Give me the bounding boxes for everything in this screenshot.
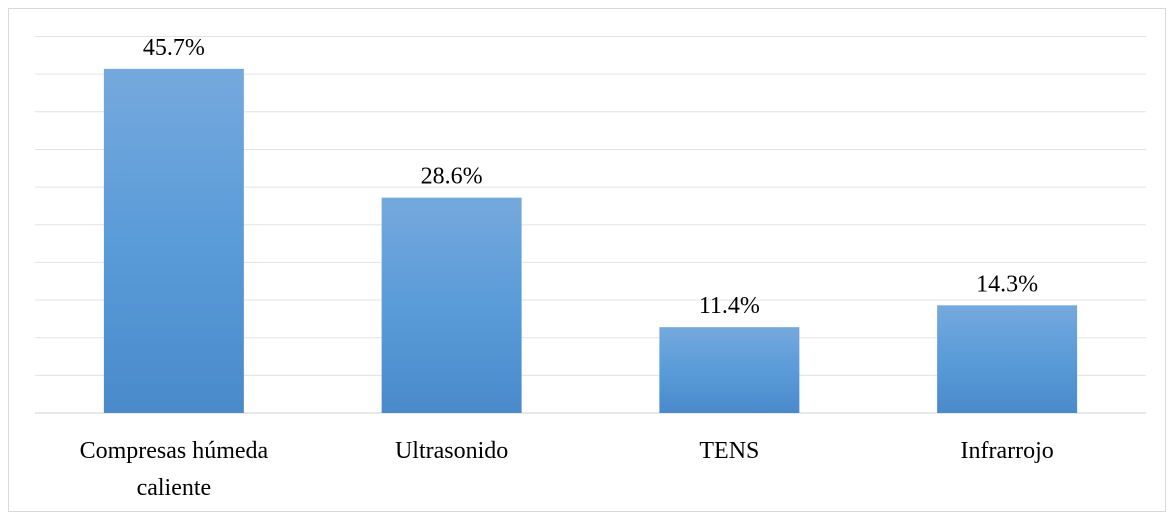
x-tick-label: TENS — [699, 438, 760, 464]
bar — [937, 305, 1078, 413]
x-tick-label: Compresas húmeda caliente — [79, 438, 269, 501]
bar — [659, 327, 800, 413]
x-tick-label: Infrarrojo — [960, 438, 1054, 464]
data-label: 28.6% — [421, 164, 483, 190]
bar — [381, 197, 522, 413]
data-label: 45.7% — [143, 35, 205, 61]
bar — [103, 68, 244, 413]
data-label: 11.4% — [699, 293, 760, 319]
x-tick-label: Ultrasonido — [394, 438, 509, 464]
data-label: 14.3% — [976, 271, 1038, 297]
